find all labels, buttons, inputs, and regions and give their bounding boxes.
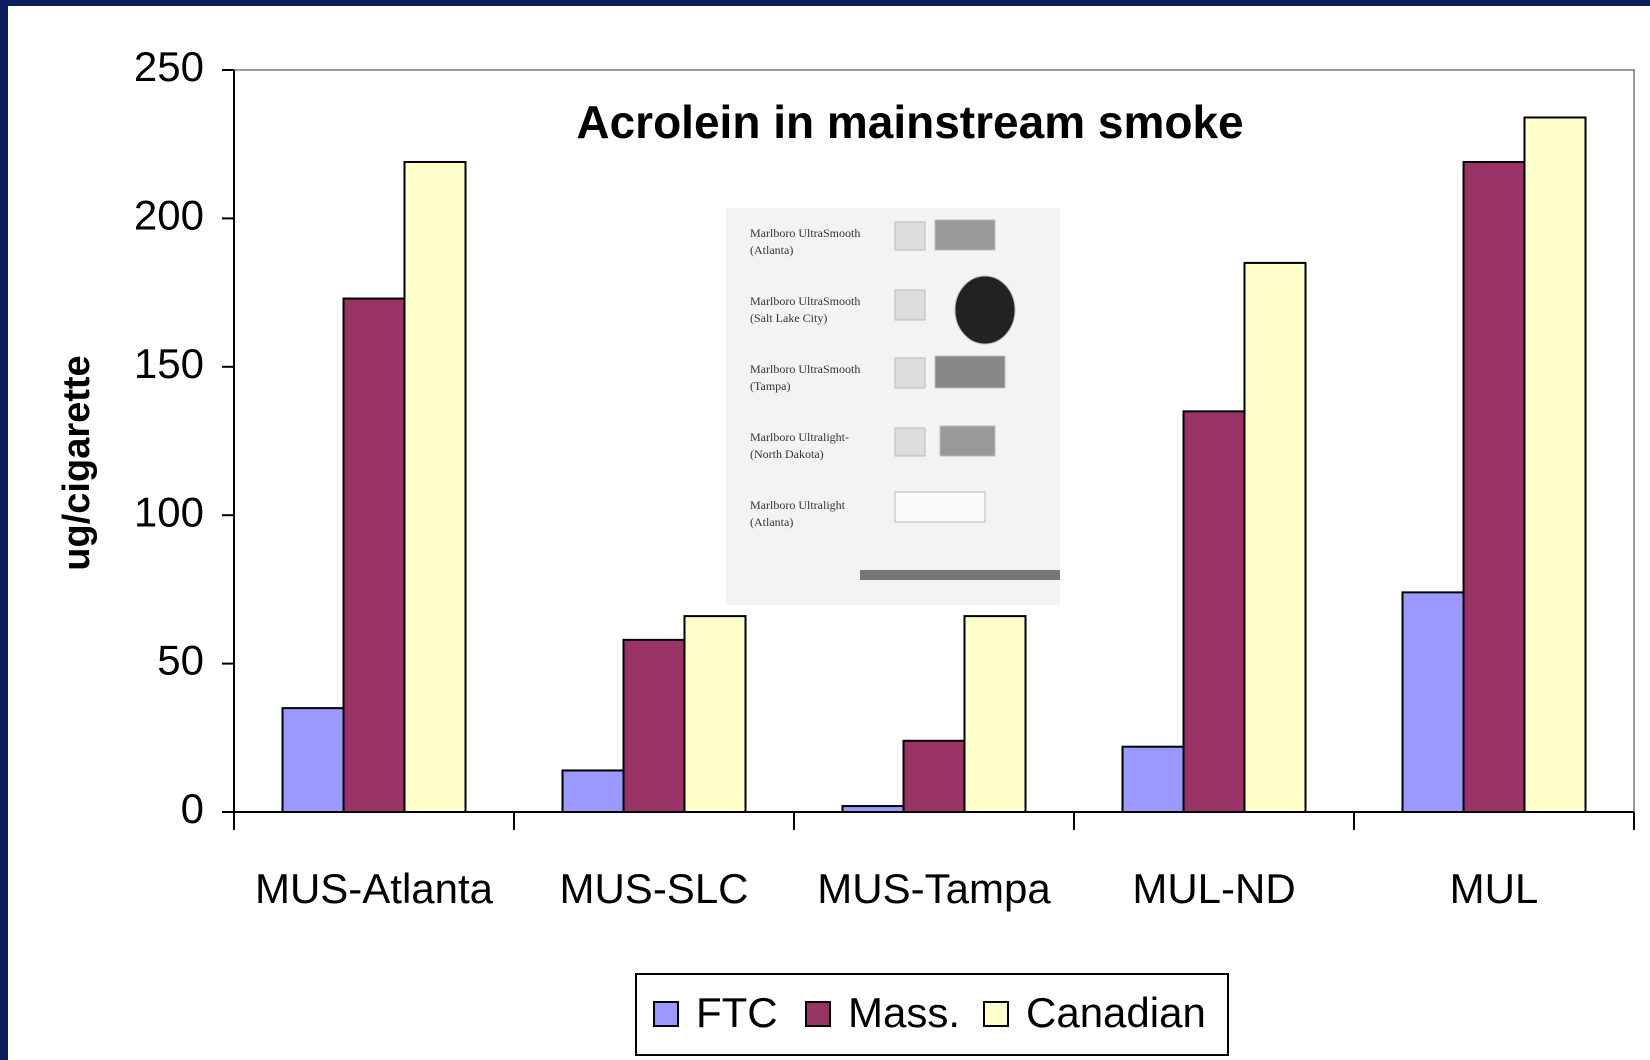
legend-label: FTC xyxy=(696,989,778,1036)
inset-label: Marlboro Ultralight xyxy=(750,498,846,512)
bar xyxy=(403,161,467,813)
x-tick-label: MUL-ND xyxy=(1132,865,1295,912)
inset-label: Marlboro Ultralight- xyxy=(750,430,849,444)
y-tick-label: 0 xyxy=(181,785,204,832)
y-axis-label: ug/cigarette xyxy=(56,355,98,570)
y-tick-label: 250 xyxy=(134,43,204,90)
inset-shapes xyxy=(860,219,1060,580)
bar xyxy=(1462,161,1526,813)
bar xyxy=(683,615,747,813)
bar xyxy=(561,769,625,813)
inset-label: (Atlanta) xyxy=(750,515,793,529)
inset-label: Marlboro UltraSmooth xyxy=(750,294,860,308)
x-tick-label: MUS-Atlanta xyxy=(255,865,494,912)
bar xyxy=(342,297,406,813)
y-tick-label: 50 xyxy=(157,637,204,684)
legend xyxy=(635,973,1229,1056)
x-tick-label: MUS-SLC xyxy=(559,865,748,912)
legend-label: Canadian xyxy=(1026,989,1206,1036)
bar xyxy=(622,638,686,814)
bar xyxy=(1401,591,1465,813)
y-tick-label: 100 xyxy=(134,488,204,535)
inset-label: (North Dakota) xyxy=(750,447,824,461)
bar xyxy=(1121,745,1185,813)
x-tick-label: MUL xyxy=(1450,865,1539,912)
legend-swatch xyxy=(653,1001,679,1027)
frame-top xyxy=(0,0,1650,6)
plot-frame xyxy=(234,69,1635,812)
bar xyxy=(1182,410,1246,813)
inset-label: Marlboro UltraSmooth xyxy=(750,226,860,240)
legend-swatch xyxy=(805,1001,831,1027)
chart-title: Acrolein in mainstream smoke xyxy=(576,96,1243,148)
inset-label: Marlboro UltraSmooth xyxy=(750,362,860,376)
frame-left xyxy=(0,0,8,1060)
y-tick-label: 200 xyxy=(134,191,204,238)
bar xyxy=(1243,261,1307,814)
bar xyxy=(1523,116,1587,814)
x-tick-label: MUS-Tampa xyxy=(817,865,1051,912)
bar xyxy=(281,707,345,813)
inset-label: (Atlanta) xyxy=(750,243,793,257)
inset-photo xyxy=(726,208,1060,605)
legend-swatch xyxy=(983,1001,1009,1027)
inset-label: (Tampa) xyxy=(750,379,790,393)
bar xyxy=(902,739,966,814)
inset-label: (Salt Lake City) xyxy=(750,311,827,325)
legend-label: Mass. xyxy=(848,989,960,1036)
bar xyxy=(963,615,1027,813)
y-tick-label: 150 xyxy=(134,340,204,387)
